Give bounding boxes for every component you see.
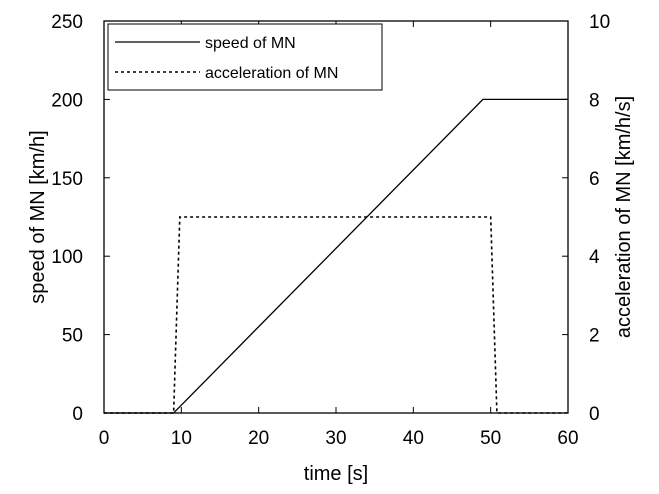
x-tick-label: 20 (248, 428, 269, 449)
y-tick-label: 150 (51, 169, 83, 190)
y2-tick-label: 4 (589, 247, 600, 268)
y-axis-left-ticks: 0 50 100 150 200 250 (51, 12, 110, 425)
y-tick-label: 100 (51, 247, 83, 268)
y-axis-right-ticks: 0 2 4 6 8 10 (562, 12, 610, 425)
series-group (104, 98, 568, 414)
x-tick-label: 30 (325, 428, 346, 449)
y2-axis-label: acceleration of MN [km/h/s] (613, 96, 635, 338)
legend-label-speed: speed of MN (205, 35, 296, 52)
y2-tick-label: 8 (589, 90, 600, 111)
speed-series-line (104, 98, 568, 414)
y-tick-label: 0 (72, 404, 83, 425)
acceleration-series-line (104, 216, 568, 414)
y2-tick-label: 0 (589, 404, 600, 425)
legend-box (107, 23, 383, 91)
y2-tick-label: 6 (589, 169, 600, 190)
x-tick-label: 40 (403, 428, 424, 449)
y-tick-label: 50 (62, 326, 83, 347)
x-tick-label: 50 (480, 428, 501, 449)
y2-tick-label: 2 (589, 326, 600, 347)
x-tick-label: 60 (557, 428, 578, 449)
y-tick-label: 200 (51, 90, 83, 111)
y-axis-label: speed of MN [km/h] (27, 130, 49, 303)
x-axis-label: time [s] (304, 463, 368, 485)
x-tick-label: 0 (99, 428, 110, 449)
y2-tick-label: 10 (589, 12, 610, 33)
legend: speed of MN acceleration of MN (107, 23, 383, 91)
y-tick-label: 250 (51, 12, 83, 33)
x-tick-label: 10 (171, 428, 192, 449)
legend-label-acceleration: acceleration of MN (205, 65, 338, 82)
